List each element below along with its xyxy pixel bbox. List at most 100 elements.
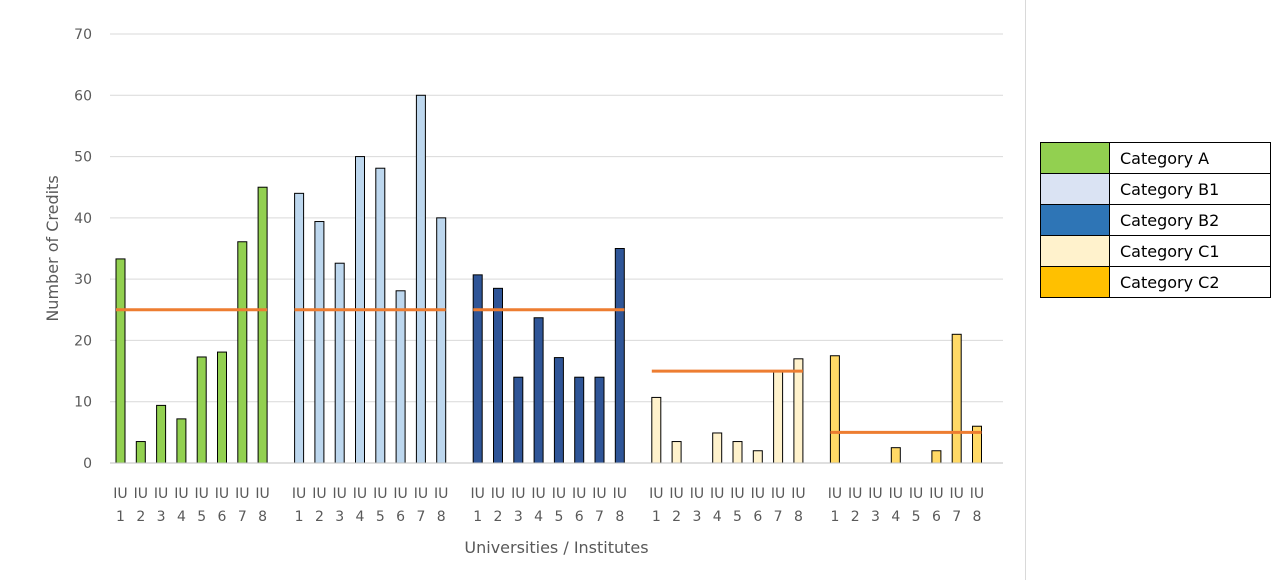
- x-tick-label: 8: [794, 509, 803, 525]
- y-axis-title: Number of Credits: [43, 175, 62, 321]
- y-tick-label: 70: [74, 27, 92, 43]
- x-tick-label: IU: [235, 486, 249, 502]
- x-tick-label: 5: [197, 509, 206, 525]
- bar: [829, 355, 840, 464]
- x-tick-label: IU: [669, 486, 683, 502]
- y-tick-label: 0: [83, 456, 92, 472]
- x-tick-label: IU: [373, 486, 387, 502]
- bar: [493, 287, 503, 464]
- legend-entry: Category B1: [1040, 173, 1271, 205]
- x-tick-label: 1: [116, 509, 125, 525]
- y-tick-label: 40: [74, 211, 92, 227]
- y-tick-label: 50: [74, 150, 92, 166]
- legend-swatch: [1040, 142, 1110, 174]
- x-tick-label: 3: [157, 509, 166, 525]
- x-tick-label: IU: [710, 486, 724, 502]
- bar: [217, 351, 227, 464]
- x-tick-label: 5: [733, 509, 742, 525]
- x-tick-label: IU: [215, 486, 229, 502]
- x-tick-label: IU: [791, 486, 805, 502]
- legend-label: Category B2: [1109, 204, 1271, 236]
- x-tick-label: 4: [891, 509, 900, 525]
- bar: [176, 418, 187, 464]
- bar: [732, 441, 743, 464]
- x-tick-label: IU: [255, 486, 269, 502]
- x-tick-label: IU: [848, 486, 862, 502]
- bar: [156, 404, 167, 464]
- x-tick-label: IU: [174, 486, 188, 502]
- legend-label: Category C2: [1109, 266, 1271, 298]
- x-tick-label: IU: [393, 486, 407, 502]
- x-tick-label: IU: [414, 486, 428, 502]
- x-tick-label: IU: [511, 486, 525, 502]
- x-tick-label: IU: [353, 486, 367, 502]
- bar: [135, 441, 146, 464]
- bar: [752, 450, 763, 464]
- x-tick-label: IU: [649, 486, 663, 502]
- bar: [793, 358, 804, 464]
- bar: [196, 356, 207, 464]
- x-tick-label: 5: [376, 509, 385, 525]
- x-tick-label: 1: [830, 509, 839, 525]
- chart-area: 0 10 20 30 40 50 60 70 IU 1 IU 2 IU 3 IU 4 IU 5 IU 6 IU 7 IU 8 I…: [43, 0, 1026, 580]
- x-tick-label: IU: [292, 486, 306, 502]
- bar: [712, 432, 723, 464]
- x-tick-label: 4: [177, 509, 186, 525]
- x-tick-label: 6: [396, 509, 405, 525]
- bar: [574, 376, 585, 464]
- legend-entry: Category C2: [1040, 266, 1271, 298]
- bar: [594, 376, 605, 464]
- bar: [257, 186, 268, 464]
- bar: [671, 441, 682, 464]
- x-tick-label: 1: [652, 509, 661, 525]
- y-tick-label: 60: [74, 88, 92, 104]
- x-tick-label: IU: [471, 486, 485, 502]
- x-tick-label: 3: [692, 509, 701, 525]
- x-tick-label: IU: [312, 486, 326, 502]
- bar: [773, 370, 784, 464]
- x-tick-label: 4: [356, 509, 365, 525]
- x-tick-label: IU: [552, 486, 566, 502]
- x-tick-label: 7: [238, 509, 247, 525]
- x-axis-title: Universities / Institutes: [464, 538, 648, 557]
- x-tick-label: 6: [932, 509, 941, 525]
- x-tick-label: 2: [315, 509, 324, 525]
- x-tick-label: IU: [929, 486, 943, 502]
- x-tick-label: 7: [774, 509, 783, 525]
- legend-label: Category C1: [1109, 235, 1271, 267]
- x-tick-label: 5: [554, 509, 563, 525]
- bar-chart: 010203040506070IU1IU2IU3IU4IU5IU6IU7IU8I…: [43, 27, 1003, 557]
- x-tick-label: IU: [434, 486, 448, 502]
- bar: [513, 376, 524, 464]
- x-tick-label: IU: [950, 486, 964, 502]
- x-tick-label: IU: [195, 486, 209, 502]
- bar: [890, 447, 901, 464]
- x-tick-label: 3: [335, 509, 344, 525]
- bar: [294, 192, 305, 464]
- x-tick-label: IU: [970, 486, 984, 502]
- x-tick-label: 3: [871, 509, 880, 525]
- bar: [951, 333, 962, 464]
- legend-label: Category A: [1109, 142, 1271, 174]
- x-tick-label: 8: [973, 509, 982, 525]
- legend-label: Category B1: [1109, 173, 1271, 205]
- legend-swatch: [1040, 204, 1110, 236]
- x-tick-label: IU: [592, 486, 606, 502]
- x-tick-label: 6: [753, 509, 762, 525]
- x-tick-label: 4: [534, 509, 543, 525]
- x-tick-label: 1: [473, 509, 482, 525]
- x-tick-label: IU: [751, 486, 765, 502]
- x-tick-label: 2: [851, 509, 860, 525]
- x-tick-label: IU: [613, 486, 627, 502]
- bar: [651, 396, 662, 464]
- x-tick-label: 7: [416, 509, 425, 525]
- x-tick-label: IU: [909, 486, 923, 502]
- x-tick-label: 2: [136, 509, 145, 525]
- legend-swatch: [1040, 266, 1110, 298]
- x-tick-label: 6: [575, 509, 584, 525]
- legend-entry: Category B2: [1040, 204, 1271, 236]
- x-tick-label: IU: [154, 486, 168, 502]
- x-tick-label: 8: [258, 509, 267, 525]
- x-tick-label: 7: [595, 509, 604, 525]
- x-tick-label: 2: [494, 509, 503, 525]
